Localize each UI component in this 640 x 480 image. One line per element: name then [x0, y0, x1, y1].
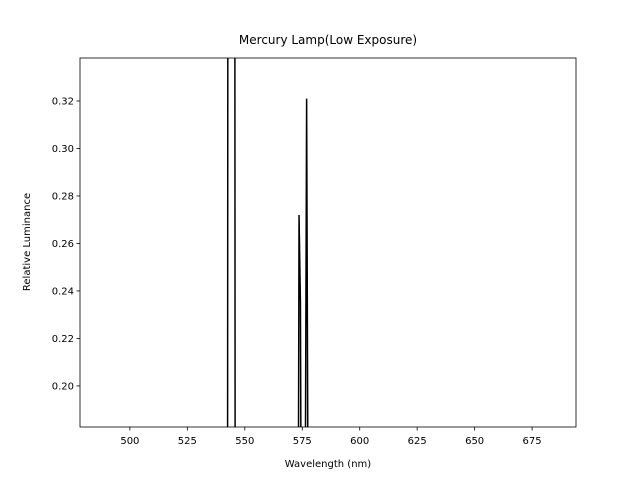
x-axis-label: Wavelength (nm) [285, 459, 371, 470]
x-tick-label: 500 [120, 436, 139, 447]
x-tick-label: 550 [235, 436, 254, 447]
y-tick-label: 0.28 [52, 191, 74, 202]
y-tick-label: 0.22 [52, 334, 74, 345]
x-tick-label: 600 [350, 436, 369, 447]
y-tick-label: 0.26 [52, 239, 74, 250]
x-tick-label: 575 [293, 436, 312, 447]
y-tick-label: 0.20 [52, 381, 74, 392]
x-tick-label: 625 [408, 436, 427, 447]
y-tick-label: 0.32 [52, 96, 74, 107]
x-tick-label: 675 [523, 436, 542, 447]
plot-frame [79, 57, 577, 428]
y-tick-label: 0.24 [52, 286, 74, 297]
x-tick-label: 525 [178, 436, 197, 447]
y-axis-label: Relative Luminance [22, 193, 33, 291]
x-tick-label: 650 [465, 436, 484, 447]
line [226, 58, 309, 427]
y-tick-label: 0.30 [52, 144, 74, 155]
chart-title: Mercury Lamp(Low Exposure) [239, 33, 417, 47]
